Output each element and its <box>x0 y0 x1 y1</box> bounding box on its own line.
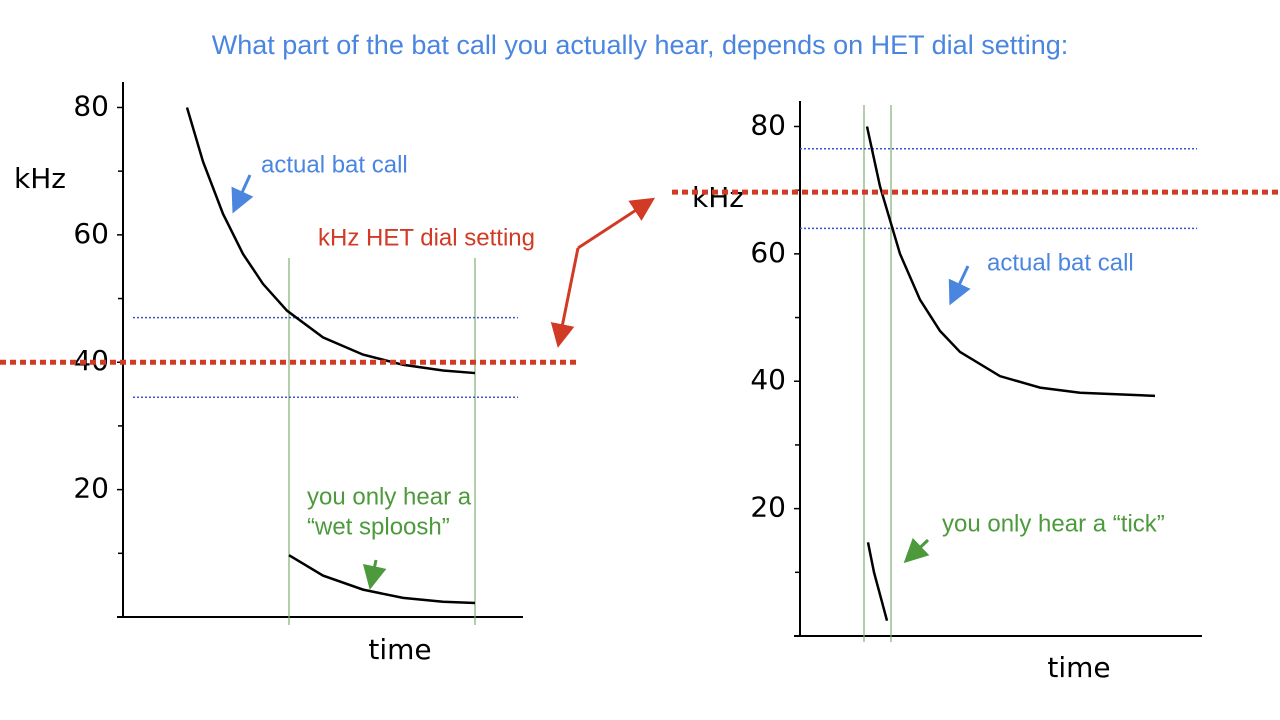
y-axis-label: kHz <box>692 181 744 214</box>
y-tick-label: 80 <box>73 89 109 122</box>
x-axis-label: time <box>368 633 431 666</box>
annotation: “wet sploosh” <box>307 513 450 540</box>
arrow <box>577 197 656 250</box>
arrow <box>550 247 580 348</box>
annotation: actual bat call <box>987 249 1134 276</box>
call-curve <box>865 126 1156 398</box>
annotation: actual bat call <box>261 151 408 178</box>
y-tick-label: 20 <box>73 472 109 505</box>
y-tick-label: 20 <box>750 491 786 524</box>
arrow <box>362 559 387 590</box>
y-tick-label: 80 <box>750 108 786 141</box>
arrows <box>231 174 971 590</box>
y-axis-label: kHz <box>14 162 66 195</box>
slide-title: What part of the bat call you actually h… <box>212 30 1069 60</box>
annotation: you only hear a <box>307 483 472 510</box>
arrow <box>948 265 971 306</box>
het-label: kHz HET dial setting <box>318 224 535 251</box>
x-axis-label: time <box>1047 651 1110 684</box>
arrow <box>231 174 254 214</box>
y-tick-label: 60 <box>73 217 109 250</box>
y-tick-label: 60 <box>750 236 786 269</box>
y-tick-label: 40 <box>750 363 786 396</box>
annotation: you only hear a “tick” <box>942 510 1165 537</box>
call-curve <box>185 107 476 375</box>
call-curve <box>866 542 889 622</box>
arrow <box>903 537 930 564</box>
call-curve <box>288 554 476 605</box>
